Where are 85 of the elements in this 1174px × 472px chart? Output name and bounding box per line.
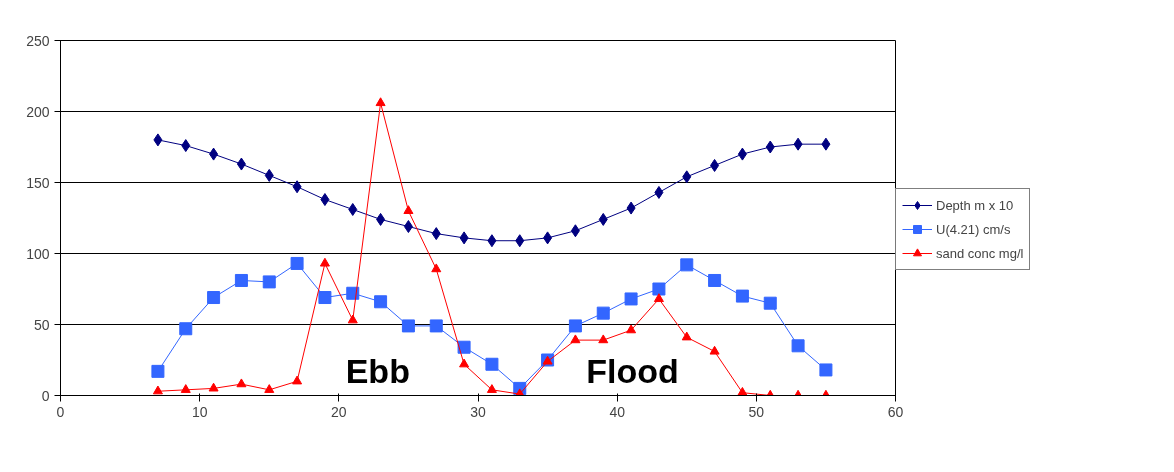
point — [374, 295, 388, 309]
point — [821, 137, 831, 151]
point — [515, 234, 525, 248]
point — [179, 322, 193, 336]
point — [264, 384, 275, 393]
point — [181, 139, 191, 153]
point — [264, 168, 274, 182]
point — [403, 205, 414, 214]
point — [598, 212, 608, 226]
point — [652, 282, 666, 296]
point — [236, 157, 246, 171]
point — [234, 273, 248, 287]
point — [320, 193, 330, 207]
point — [819, 363, 833, 377]
point — [319, 257, 330, 267]
point — [626, 201, 636, 215]
point — [570, 334, 581, 344]
point — [598, 334, 609, 344]
point — [348, 202, 358, 216]
point — [654, 185, 664, 199]
point — [543, 231, 553, 245]
legend-label: sand conc mg/l — [936, 245, 1024, 261]
point — [793, 137, 803, 151]
y-tick-label: 200 — [26, 103, 50, 120]
point — [431, 263, 442, 273]
point — [763, 296, 777, 310]
point — [737, 147, 747, 161]
point — [347, 314, 358, 324]
x-tick-label: 60 — [887, 403, 904, 420]
point — [486, 384, 497, 393]
point — [596, 306, 610, 320]
point — [765, 140, 775, 154]
point — [376, 212, 386, 226]
point — [209, 147, 219, 161]
point — [682, 170, 692, 184]
point — [459, 358, 470, 368]
point — [568, 319, 582, 333]
point — [318, 291, 332, 305]
legend-label: Depth m x 10 — [936, 197, 1014, 213]
point — [431, 227, 441, 241]
point — [151, 364, 165, 378]
point — [735, 289, 749, 303]
point — [709, 345, 720, 355]
point — [487, 234, 497, 248]
point — [710, 158, 720, 172]
y-tick-label: 100 — [26, 245, 50, 262]
point — [236, 378, 247, 388]
legend-label: U(4.21) cm/s — [936, 221, 1011, 237]
point — [708, 273, 722, 287]
point — [290, 256, 304, 270]
point — [401, 319, 415, 333]
x-tick-label: 40 — [609, 403, 626, 420]
point — [485, 357, 499, 371]
x-tick-label: 30 — [470, 403, 486, 420]
point — [429, 319, 443, 333]
point — [292, 180, 302, 194]
y-tick-label: 250 — [26, 32, 50, 49]
point — [180, 384, 191, 393]
point — [208, 382, 219, 392]
y-tick-label: 150 — [26, 174, 50, 191]
y-tick-label: 0 — [41, 387, 50, 404]
annotation: Ebb — [345, 351, 410, 390]
point — [292, 375, 303, 385]
x-tick-label: 20 — [331, 403, 347, 420]
y-tick-label: 50 — [33, 316, 50, 333]
point — [459, 231, 469, 245]
annotation: Flood — [586, 351, 679, 390]
point — [653, 293, 664, 303]
point — [152, 385, 163, 395]
point — [403, 220, 413, 234]
point — [737, 386, 748, 396]
x-tick-label: 50 — [748, 403, 765, 420]
point — [262, 275, 276, 289]
point — [457, 340, 471, 354]
point — [207, 291, 221, 305]
point — [153, 133, 163, 147]
point — [570, 224, 580, 238]
point — [624, 292, 638, 306]
x-tick-label: 0 — [56, 403, 65, 420]
point — [681, 331, 692, 341]
point — [375, 97, 386, 107]
x-tick-label: 10 — [191, 403, 208, 420]
point — [791, 339, 805, 353]
point — [626, 324, 637, 334]
point — [680, 258, 694, 272]
